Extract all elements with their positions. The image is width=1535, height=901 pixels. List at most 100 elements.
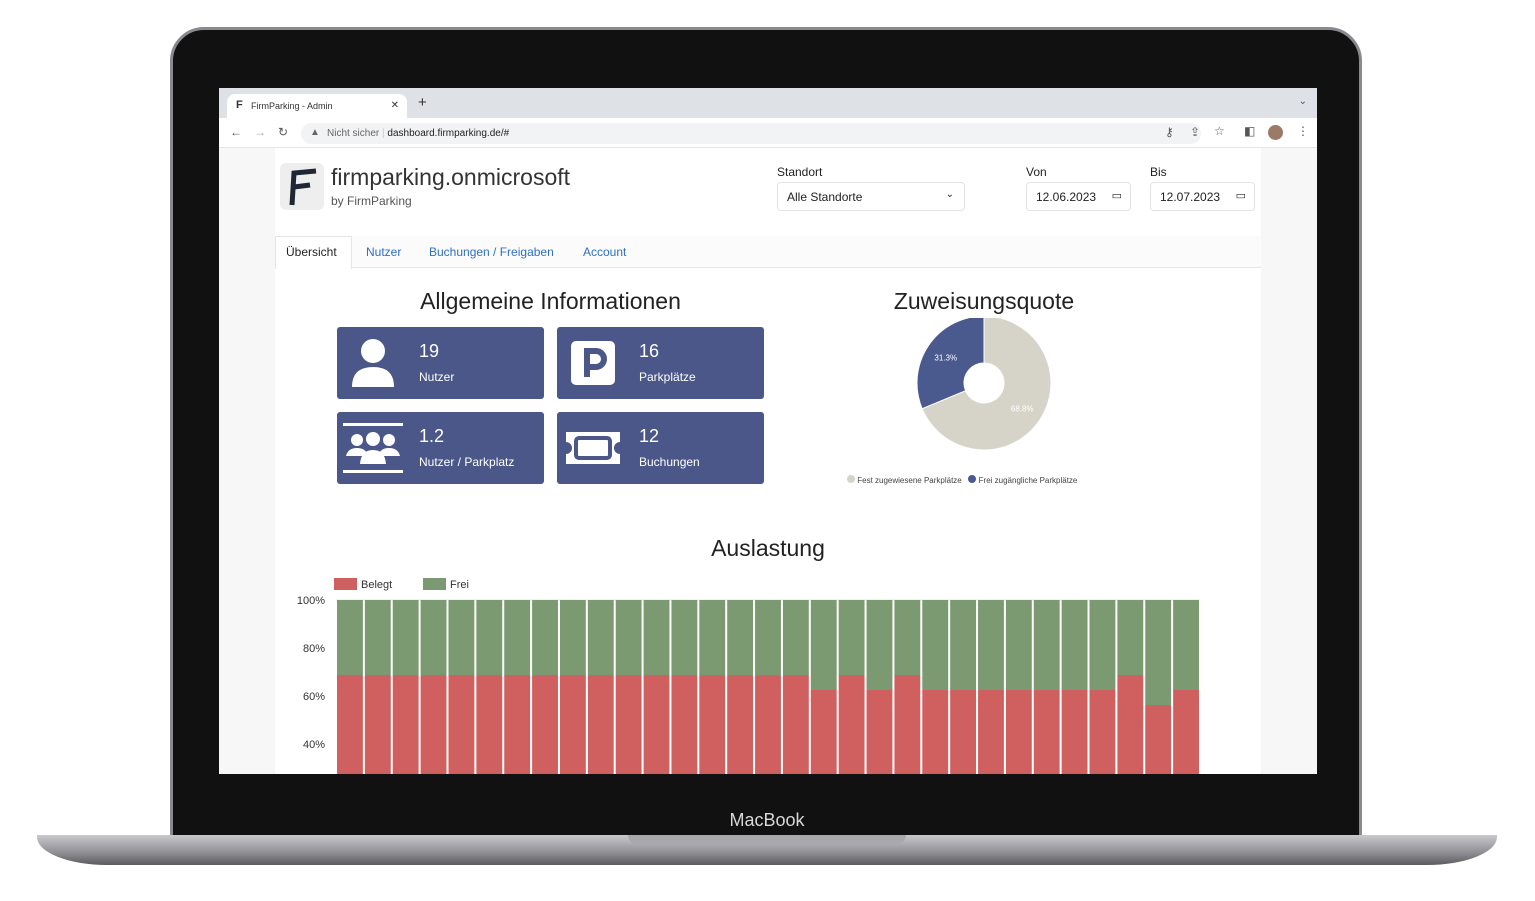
bar-belegt[interactable] bbox=[978, 690, 1004, 774]
bar-frei[interactable] bbox=[364, 600, 391, 675]
bar-frei[interactable] bbox=[671, 600, 698, 675]
tab-overview[interactable]: Übersicht bbox=[286, 245, 337, 259]
bar-frei[interactable] bbox=[922, 600, 949, 690]
bar-belegt[interactable] bbox=[532, 675, 558, 774]
bar-belegt[interactable] bbox=[448, 675, 475, 774]
back-icon[interactable]: ← bbox=[230, 125, 242, 139]
profile-avatar[interactable] bbox=[1268, 125, 1283, 140]
bar-frei[interactable] bbox=[1033, 600, 1060, 690]
tab-users[interactable]: Nutzer bbox=[366, 245, 402, 259]
bar-frei[interactable] bbox=[727, 600, 754, 675]
bar-belegt[interactable] bbox=[866, 690, 893, 774]
bar-frei[interactable] bbox=[587, 600, 614, 675]
bar-belegt[interactable] bbox=[420, 675, 447, 774]
tab-bookings[interactable]: Buchungen / Freigaben bbox=[429, 245, 554, 259]
bar-frei[interactable] bbox=[476, 600, 503, 675]
bar-belegt[interactable] bbox=[337, 675, 363, 774]
browser-tab[interactable]: F FirmParking - Admin ✕ bbox=[227, 94, 407, 118]
bar-frei[interactable] bbox=[782, 600, 809, 675]
legend-label[interactable]: Belegt bbox=[361, 579, 392, 591]
pie-slice[interactable] bbox=[921, 318, 1052, 451]
key-icon[interactable]: ⚷ bbox=[1165, 125, 1174, 139]
url-input[interactable]: ▲ Nicht sicher | dashboard.firmparking.d… bbox=[301, 123, 1201, 144]
bar-frei[interactable] bbox=[420, 600, 447, 675]
calendar-icon[interactable]: ▭ bbox=[1111, 190, 1122, 202]
bar-frei[interactable] bbox=[1145, 600, 1172, 705]
legend-swatch[interactable] bbox=[423, 578, 446, 590]
bar-frei[interactable] bbox=[1005, 600, 1032, 690]
bar-frei[interactable] bbox=[643, 600, 670, 675]
bar-frei[interactable] bbox=[894, 600, 921, 675]
legend-item-free[interactable]: Frei zugängliche Parkplätze bbox=[968, 475, 1077, 485]
bar-frei[interactable] bbox=[810, 600, 837, 690]
bar-frei[interactable] bbox=[866, 600, 893, 690]
legend-swatch[interactable] bbox=[334, 578, 357, 590]
bar-belegt[interactable] bbox=[782, 675, 809, 774]
address-bar: ← → ↻ ▲ Nicht sicher | dashboard.firmpar… bbox=[219, 118, 1317, 148]
bar-belegt[interactable] bbox=[1173, 690, 1199, 774]
forward-icon[interactable]: → bbox=[254, 125, 266, 139]
share-icon[interactable]: ⇪ bbox=[1190, 125, 1201, 139]
bar-frei[interactable] bbox=[838, 600, 865, 675]
bar-belegt[interactable] bbox=[504, 675, 531, 774]
bookmark-star-icon[interactable]: ☆ bbox=[1214, 124, 1225, 138]
bar-belegt[interactable] bbox=[950, 690, 977, 774]
bar-frei[interactable] bbox=[532, 600, 558, 675]
bar-belegt[interactable] bbox=[894, 675, 921, 774]
bar-belegt[interactable] bbox=[615, 675, 642, 774]
side-panel-icon[interactable]: ◧ bbox=[1244, 124, 1256, 138]
bar-frei[interactable] bbox=[699, 600, 726, 675]
to-date-value: 12.07.2023 bbox=[1160, 190, 1221, 204]
bar-belegt[interactable] bbox=[392, 675, 419, 774]
bar-belegt[interactable] bbox=[1089, 690, 1116, 774]
bar-belegt[interactable] bbox=[699, 675, 726, 774]
menu-kebab-icon[interactable]: ⋮ bbox=[1297, 124, 1309, 138]
bar-belegt[interactable] bbox=[810, 690, 837, 774]
bar-frei[interactable] bbox=[1061, 600, 1088, 690]
from-date-input[interactable]: 12.06.2023 ▭ bbox=[1026, 182, 1131, 211]
location-select[interactable]: Alle Standorte ⌄ bbox=[777, 182, 965, 211]
tab-list-chevron-icon[interactable]: ⌄ bbox=[1298, 96, 1307, 107]
y-tick-label: 60% bbox=[303, 691, 325, 703]
bar-frei[interactable] bbox=[559, 600, 586, 675]
bar-belegt[interactable] bbox=[755, 675, 781, 774]
bar-belegt[interactable] bbox=[1033, 690, 1060, 774]
bar-frei[interactable] bbox=[615, 600, 642, 675]
bar-frei[interactable] bbox=[1089, 600, 1116, 690]
pie-slice[interactable] bbox=[916, 318, 985, 410]
info-title: Allgemeine Informationen bbox=[420, 288, 681, 314]
bar-frei[interactable] bbox=[392, 600, 419, 675]
bar-belegt[interactable] bbox=[1061, 690, 1088, 774]
bar-belegt[interactable] bbox=[559, 675, 586, 774]
bar-belegt[interactable] bbox=[1005, 690, 1032, 774]
bar-frei[interactable] bbox=[448, 600, 475, 675]
location-label: Standort bbox=[777, 165, 823, 179]
bar-frei[interactable] bbox=[504, 600, 531, 675]
bar-belegt[interactable] bbox=[1117, 675, 1144, 774]
bar-frei[interactable] bbox=[978, 600, 1004, 690]
bar-belegt[interactable] bbox=[1145, 705, 1172, 774]
to-date-input[interactable]: 12.07.2023 ▭ bbox=[1150, 182, 1255, 211]
bar-frei[interactable] bbox=[337, 600, 363, 675]
bar-belegt[interactable] bbox=[364, 675, 391, 774]
new-tab-button[interactable]: + bbox=[418, 94, 427, 111]
calendar-icon[interactable]: ▭ bbox=[1235, 190, 1246, 202]
pie-chart: 68.8% 31.3% bbox=[916, 318, 1052, 451]
bar-belegt[interactable] bbox=[838, 675, 865, 774]
bar-frei[interactable] bbox=[1173, 600, 1199, 690]
legend-label[interactable]: Frei bbox=[450, 579, 469, 591]
bar-frei[interactable] bbox=[1117, 600, 1144, 675]
bar-belegt[interactable] bbox=[922, 690, 949, 774]
reload-icon[interactable]: ↻ bbox=[278, 125, 289, 139]
legend-item-fixed[interactable]: Fest zugewiesene Parkplätze bbox=[847, 475, 962, 485]
tab-account[interactable]: Account bbox=[583, 245, 627, 259]
card-users-per-spot: 1.2 Nutzer / Parkplatz bbox=[337, 412, 544, 484]
bar-frei[interactable] bbox=[950, 600, 977, 690]
bar-belegt[interactable] bbox=[727, 675, 754, 774]
bar-belegt[interactable] bbox=[587, 675, 614, 774]
bar-belegt[interactable] bbox=[671, 675, 698, 774]
bar-belegt[interactable] bbox=[476, 675, 503, 774]
close-tab-icon[interactable]: ✕ bbox=[390, 100, 399, 111]
bar-frei[interactable] bbox=[755, 600, 781, 675]
bar-belegt[interactable] bbox=[643, 675, 670, 774]
